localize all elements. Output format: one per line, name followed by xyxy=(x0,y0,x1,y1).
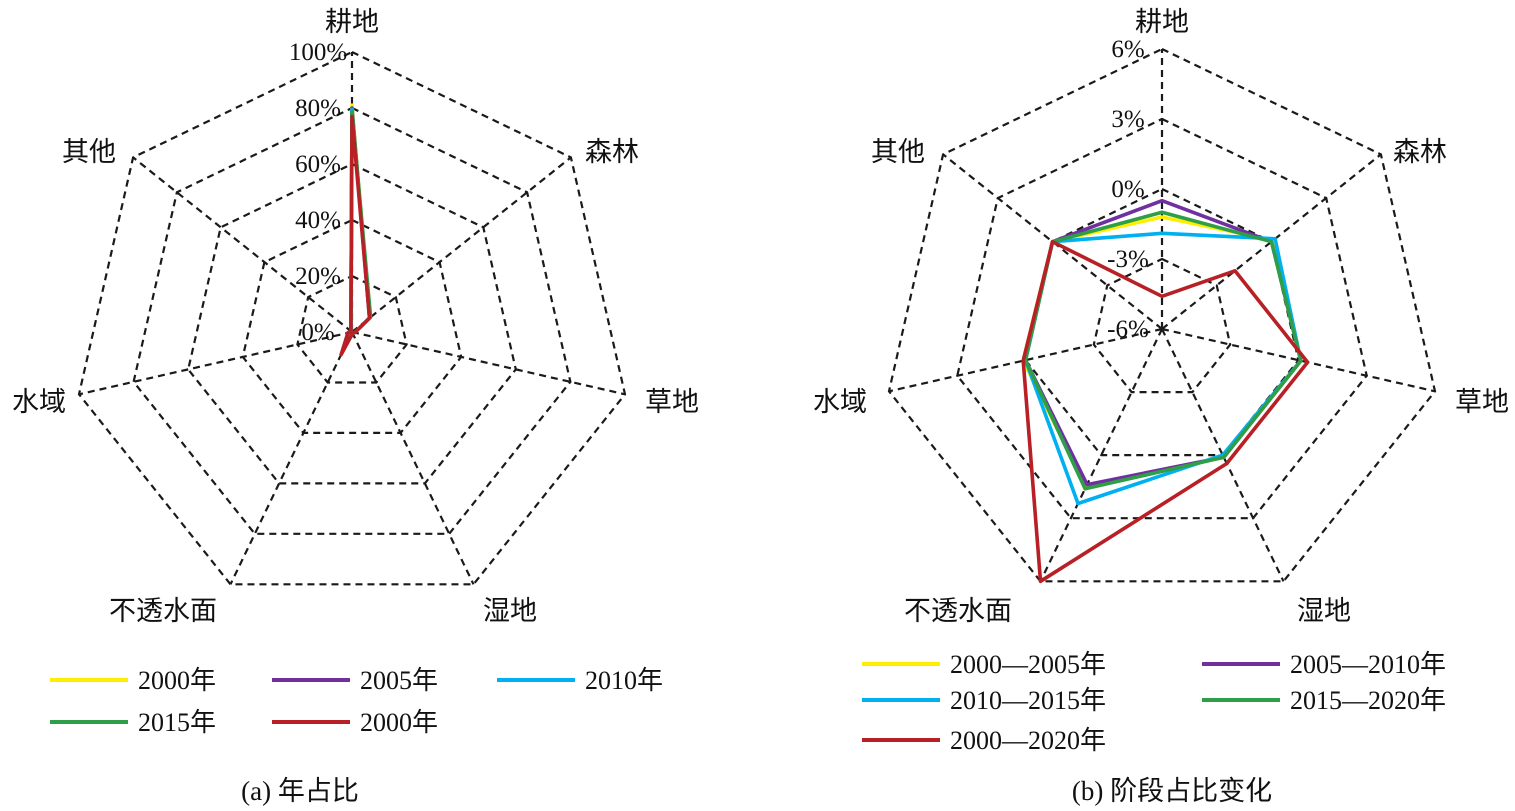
grid-spoke xyxy=(942,153,1163,330)
tick-label: 100% xyxy=(289,39,347,66)
legend-label: 2010—2015年 xyxy=(950,686,1106,715)
grid-spoke xyxy=(1161,327,1436,393)
axis-label: 不透水面 xyxy=(109,596,217,626)
axis-label: 不透水面 xyxy=(904,596,1012,626)
grid-spoke xyxy=(1161,328,1285,582)
grid-spoke xyxy=(888,327,1163,393)
axis-label: 森林 xyxy=(585,137,639,167)
axis-label: 湿地 xyxy=(1297,596,1351,626)
grid-spoke xyxy=(132,156,353,333)
axis-label: 水域 xyxy=(12,387,66,417)
grid-ring xyxy=(77,50,627,586)
legend-label: 2010年 xyxy=(585,666,663,695)
grid-ring xyxy=(1092,257,1232,394)
grid-ring xyxy=(956,117,1368,520)
chart-caption: (b) 阶段占比变化 xyxy=(1072,776,1272,806)
tick-label: 0% xyxy=(1111,176,1144,203)
tick-label: 3% xyxy=(1111,106,1144,133)
axis-label: 耕地 xyxy=(1135,7,1189,37)
grid-ring xyxy=(887,47,1437,583)
grid-spoke xyxy=(351,156,572,333)
tick-label: 20% xyxy=(295,263,341,290)
grid-ring xyxy=(241,218,463,434)
axis-label: 湿地 xyxy=(483,596,537,626)
grid-spoke xyxy=(351,330,626,396)
grid-spoke xyxy=(78,330,353,396)
tick-label: -6% xyxy=(1107,316,1149,343)
tick-label: 0% xyxy=(301,319,334,346)
legend-label: 2015—2020年 xyxy=(1290,686,1446,715)
tick-label: -3% xyxy=(1107,246,1149,273)
legend-label: 2005—2010年 xyxy=(1290,650,1446,679)
series-line xyxy=(1021,239,1310,584)
grid-ring xyxy=(296,274,408,384)
series-line xyxy=(1023,231,1303,506)
legend-label: 2000年 xyxy=(360,708,438,737)
axis-label: 其他 xyxy=(871,137,925,167)
tick-label: 60% xyxy=(295,151,341,178)
axis-label: 水域 xyxy=(813,387,867,417)
series-line xyxy=(342,107,372,349)
grid-ring xyxy=(132,106,572,535)
grid-spoke xyxy=(229,331,353,585)
grid-spoke xyxy=(351,331,475,585)
tick-label: 6% xyxy=(1111,36,1144,63)
axis-label: 其他 xyxy=(62,137,116,167)
legend-label: 2000—2005年 xyxy=(950,650,1106,679)
legend-label: 2000—2020年 xyxy=(950,726,1106,755)
series-line xyxy=(1023,198,1303,487)
grid-ring xyxy=(187,162,517,485)
tick-label: 80% xyxy=(295,95,341,122)
series-line xyxy=(339,114,372,357)
chart-caption: (a) 年占比 xyxy=(241,776,359,806)
axis-label: 草地 xyxy=(1455,387,1509,417)
legend-label: 2015年 xyxy=(138,708,216,737)
legend-label: 2005年 xyxy=(360,666,438,695)
grid-spoke xyxy=(1161,153,1382,330)
axis-label: 草地 xyxy=(645,387,699,417)
tick-label: 40% xyxy=(295,207,341,234)
axis-label: 森林 xyxy=(1393,137,1447,167)
legend-label: 2000年 xyxy=(138,666,216,695)
grid-spoke xyxy=(1039,328,1163,582)
axis-label: 耕地 xyxy=(325,7,379,37)
